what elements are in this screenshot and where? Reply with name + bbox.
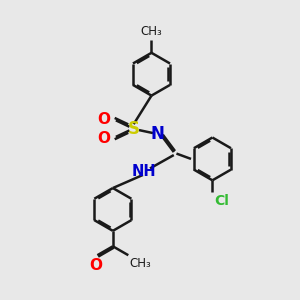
Text: O: O — [97, 112, 110, 127]
Text: Cl: Cl — [214, 194, 229, 208]
Text: CH₃: CH₃ — [130, 257, 152, 270]
Text: O: O — [89, 258, 102, 273]
Text: O: O — [97, 130, 110, 146]
Text: NH: NH — [132, 164, 156, 179]
Text: S: S — [128, 120, 140, 138]
Text: CH₃: CH₃ — [141, 25, 162, 38]
Text: N: N — [151, 125, 164, 143]
